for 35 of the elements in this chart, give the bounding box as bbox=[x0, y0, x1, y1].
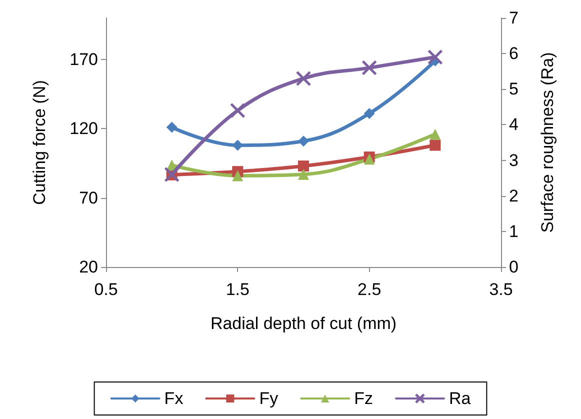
point bbox=[430, 128, 441, 140]
y2-tick-label: 2 bbox=[509, 186, 518, 206]
x-tick-label: 2.5 bbox=[358, 280, 382, 299]
y-tick-label: 70 bbox=[79, 188, 98, 208]
y-tick-label: 120 bbox=[70, 119, 98, 138]
y-axis-title: Cutting force (N) bbox=[30, 80, 49, 205]
y2-tick-label: 0 bbox=[509, 258, 518, 276]
legend-label: Fz bbox=[354, 389, 373, 408]
x-axis-title: Radial depth of cut (mm) bbox=[210, 314, 397, 333]
x-tick-label: 3.5 bbox=[489, 280, 513, 299]
point bbox=[298, 160, 309, 172]
point bbox=[232, 170, 244, 182]
y2-tick-label: 1 bbox=[509, 222, 518, 241]
legend-label: Fy bbox=[259, 389, 279, 408]
y2-tick-label: 5 bbox=[509, 80, 518, 99]
y-tick-label: 170 bbox=[70, 50, 98, 69]
point bbox=[298, 168, 309, 180]
x-tick-label: 0.5 bbox=[94, 280, 118, 299]
y-tick-label: 20 bbox=[79, 258, 98, 276]
y2-axis-title: Surface roughness (Ra) bbox=[538, 52, 557, 233]
y2-tick-label: 3 bbox=[509, 150, 518, 170]
point bbox=[230, 102, 246, 118]
y2-tick-label: 6 bbox=[509, 44, 518, 64]
point bbox=[364, 108, 375, 119]
point bbox=[427, 49, 443, 65]
point bbox=[430, 140, 441, 151]
legend-label: Fx bbox=[164, 389, 184, 408]
point bbox=[166, 122, 178, 133]
point bbox=[362, 60, 378, 76]
y2-tick-label: 4 bbox=[509, 115, 518, 134]
point bbox=[296, 70, 312, 86]
legend-label: Ra bbox=[448, 389, 472, 408]
point bbox=[298, 136, 309, 147]
y2-tick-label: 7 bbox=[509, 8, 518, 28]
x-tick-label: 1.5 bbox=[226, 280, 250, 299]
